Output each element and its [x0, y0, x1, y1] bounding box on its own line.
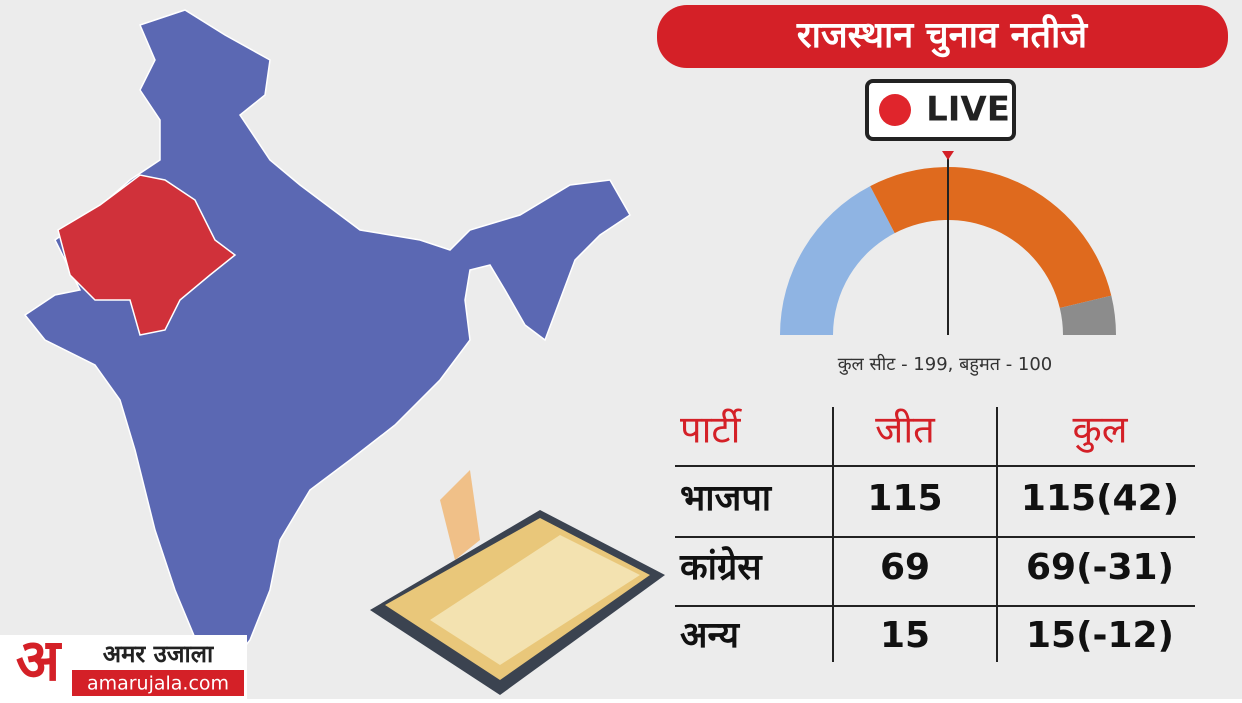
table-header: पार्टी [680, 408, 743, 452]
gauge-segment [779, 186, 895, 335]
party-name: कांग्रेस [679, 546, 763, 588]
logo-mark: अ [16, 626, 63, 694]
title-box [657, 5, 1228, 68]
caption: कुल सीट - 199, बहुमत - 100 [838, 353, 1053, 376]
live-text: LIVE [926, 90, 1010, 130]
gauge-segment [870, 167, 1112, 309]
evm-machine [370, 470, 665, 695]
table-header: कुल [1073, 408, 1129, 454]
results-table: पार्टी जीत कुल भाजपा 115 115(42) कांग्रेस 69 69(… [675, 407, 1195, 662]
party-name: अन्य [680, 615, 740, 656]
table-cell: 69 [880, 547, 930, 588]
gauge [779, 167, 1116, 335]
table-cell: 115(42) [1021, 478, 1179, 519]
party-name: भाजपा [680, 478, 773, 519]
india-map [23, 9, 631, 666]
needle-marker [942, 151, 954, 160]
table-cell: 15 [880, 615, 930, 656]
title: राजस्थान चुनाव नतीजे [796, 14, 1088, 58]
live-badge [865, 79, 1016, 141]
table-cell: 115 [867, 478, 942, 519]
table-cell: 69(-31) [1026, 547, 1174, 588]
table-cell: 15(-12) [1026, 615, 1174, 656]
live-dot [879, 94, 911, 126]
logo-name: अमर उजाला [103, 640, 214, 668]
logo-site-box [72, 670, 244, 696]
rajasthan [57, 174, 237, 336]
table-header: जीत [875, 408, 936, 452]
gauge-segment [1059, 295, 1116, 335]
logo-site: amarujala.com [87, 673, 229, 695]
